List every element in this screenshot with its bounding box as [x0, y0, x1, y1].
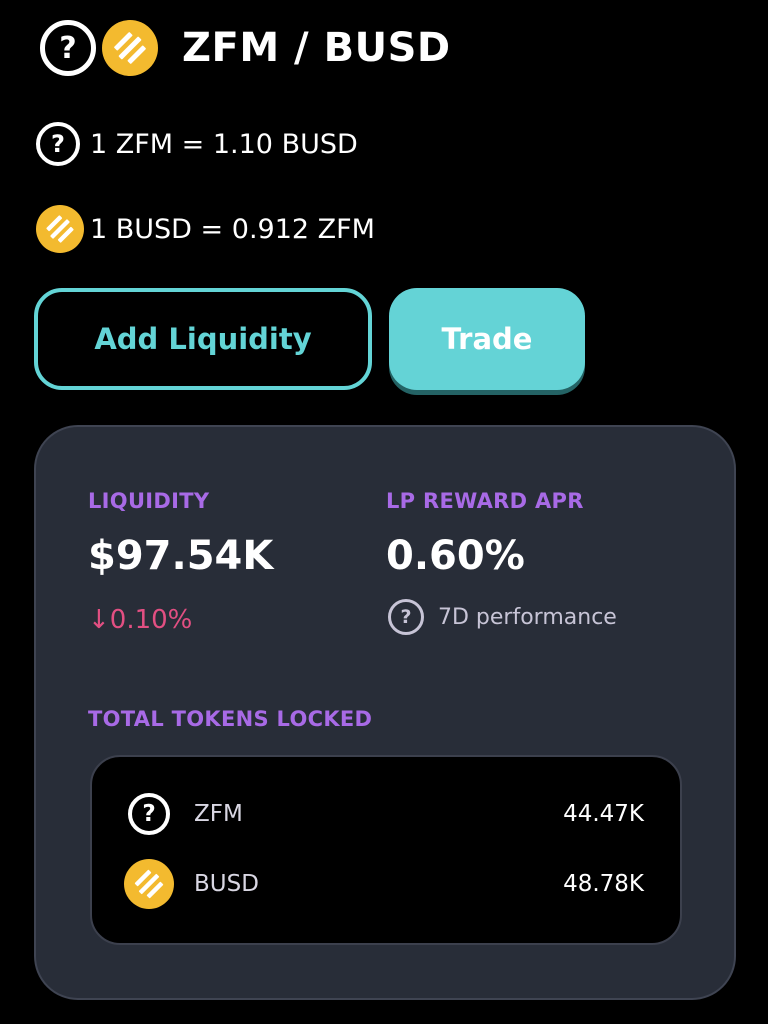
token-symbol: BUSD: [194, 871, 259, 897]
apr-performance-caption: ? 7D performance: [388, 599, 617, 635]
tokens-locked-label: TOTAL TOKENS LOCKED: [88, 707, 373, 731]
trade-button[interactable]: Trade: [389, 288, 585, 390]
question-circle-icon: ?: [128, 793, 170, 835]
rate-text: 1 BUSD = 0.912 ZFM: [90, 213, 375, 245]
pair-header: ? ZFM / BUSD: [40, 18, 451, 78]
page-title: ZFM / BUSD: [182, 25, 451, 71]
rate-zfm-to-busd: ? 1 ZFM = 1.10 BUSD: [36, 122, 358, 166]
rate-busd-to-zfm: 1 BUSD = 0.912 ZFM: [36, 205, 375, 253]
apr-label: LP REWARD APR: [386, 489, 584, 513]
pool-stats-card: LIQUIDITY $97.54K ↓0.10% LP REWARD APR 0…: [34, 425, 736, 1000]
liquidity-change: ↓0.10%: [88, 605, 193, 635]
busd-coin-icon: [124, 859, 174, 909]
list-item: ? ZFM 44.47K: [128, 789, 644, 839]
list-item: BUSD 48.78K: [124, 859, 644, 909]
add-liquidity-button[interactable]: Add Liquidity: [34, 288, 372, 390]
token-amount: 48.78K: [563, 871, 644, 897]
rate-text: 1 ZFM = 1.10 BUSD: [90, 128, 358, 160]
busd-coin-icon: [36, 205, 84, 253]
busd-coin-icon: [102, 20, 158, 76]
tokens-locked-list: ? ZFM 44.47K BUSD 48.78K: [90, 755, 682, 945]
liquidity-value: $97.54K: [88, 533, 274, 579]
apr-value: 0.60%: [386, 533, 525, 579]
token-symbol: ZFM: [194, 801, 243, 827]
question-circle-icon[interactable]: ?: [388, 599, 424, 635]
performance-text: 7D performance: [438, 604, 617, 630]
question-circle-icon: ?: [36, 122, 80, 166]
question-circle-icon: ?: [40, 20, 96, 76]
liquidity-label: LIQUIDITY: [88, 489, 210, 513]
token-amount: 44.47K: [563, 801, 644, 827]
